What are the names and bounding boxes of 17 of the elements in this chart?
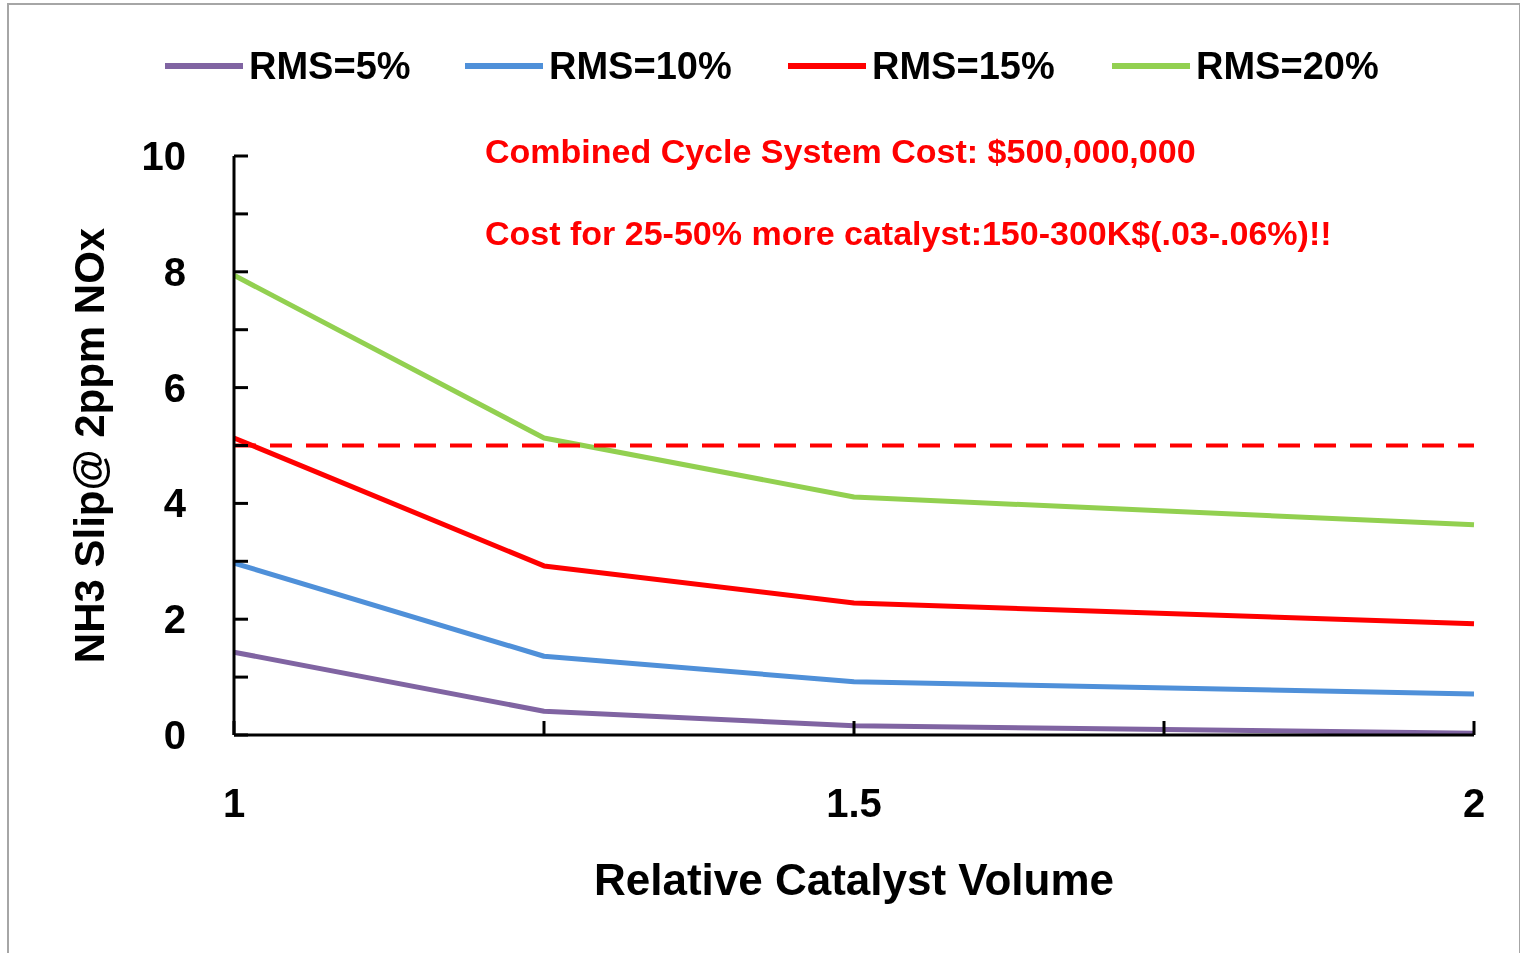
y-tick-label: 2 — [163, 597, 186, 642]
x-tick-label: 1 — [222, 781, 246, 825]
x-tick-label: 1.5 — [826, 781, 882, 825]
legend-label: RMS=5% — [249, 45, 411, 88]
y-axis-title: NH3 Slip@ 2ppm NOx — [66, 227, 113, 664]
legend-label: RMS=20% — [1196, 45, 1379, 88]
y-tick-label: 4 — [163, 481, 187, 526]
y-tick-label: 10 — [141, 134, 186, 178]
legend-label: RMS=15% — [872, 45, 1055, 88]
annotation: Cost for 25-50% more catalyst:150-300K$(.03-.06%)!! — [485, 214, 1332, 252]
x-axis-title: Relative Catalyst Volume — [593, 855, 1115, 904]
legend-label: RMS=10% — [549, 45, 732, 88]
annotation: Combined Cycle System Cost: $500,000,000 — [485, 132, 1196, 170]
y-tick-label: 6 — [163, 365, 186, 410]
y-tick-label: 8 — [163, 249, 186, 294]
y-tick-label: 0 — [163, 713, 186, 757]
x-tick-label: 2 — [1462, 781, 1486, 825]
